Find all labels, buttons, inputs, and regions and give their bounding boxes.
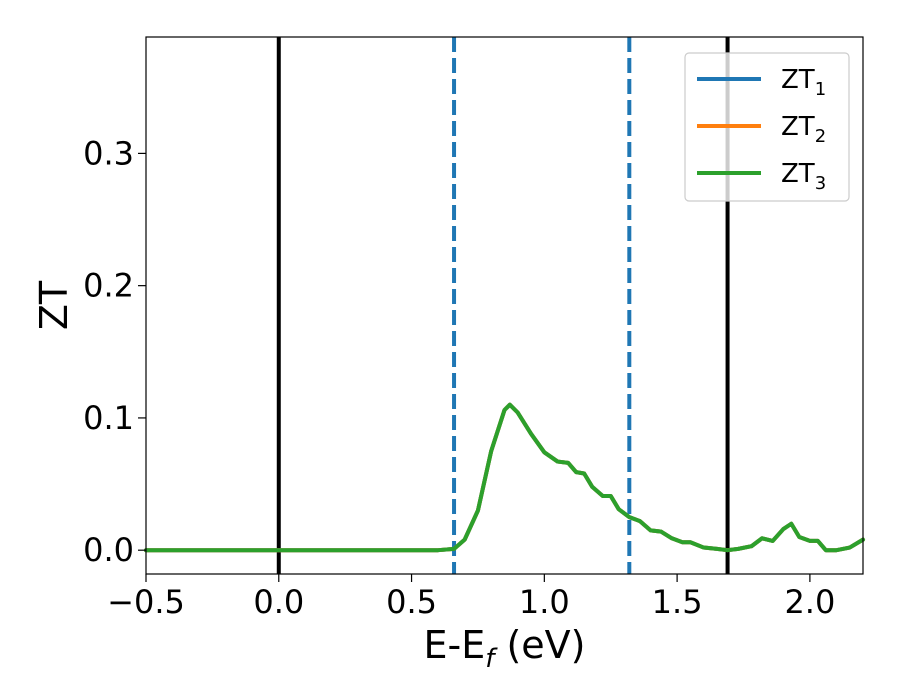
x-tick-label: 1.5 — [652, 583, 703, 621]
series-line-3 — [144, 402, 865, 553]
x-tick-label: 1.0 — [519, 583, 570, 621]
legend-box — [684, 52, 850, 202]
y-axis-ticks: 0.0 0.1 0.2 0.3 — [83, 134, 146, 569]
x-tick-label: 0.0 — [253, 583, 304, 621]
legend-label-subscript: 2 — [815, 126, 826, 147]
y-tick-label: 0.2 — [83, 267, 134, 305]
x-tick-label: 2.0 — [784, 583, 835, 621]
x-axis-title-base: E-E — [424, 623, 486, 667]
legend-label-1: ZT1 — [781, 65, 826, 100]
x-axis-title-suffix: (eV) — [494, 623, 585, 667]
legend-label-base: ZT — [781, 65, 815, 95]
legend-label-base: ZT — [781, 112, 815, 142]
legend-label-3: ZT3 — [781, 159, 826, 194]
plot-frame — [145, 36, 864, 575]
legend-label-2: ZT2 — [781, 112, 826, 147]
legend-label-base: ZT — [781, 159, 815, 189]
y-tick-label: 0.1 — [83, 399, 134, 437]
series-line-2 — [144, 402, 865, 553]
x-tick-label: 0.5 — [386, 583, 437, 621]
series-lines — [144, 402, 865, 553]
legend-label-subscript: 1 — [815, 79, 826, 100]
y-axis-title: ZT — [32, 280, 76, 330]
y-tick-label: 0.0 — [83, 531, 134, 569]
vertical-reference-lines — [276, 37, 730, 574]
x-axis-title: E-Ef (eV) — [424, 623, 586, 674]
series-line-1 — [144, 402, 865, 553]
legend-label-subscript: 3 — [815, 173, 826, 194]
y-tick-label: 0.3 — [83, 134, 134, 172]
x-tick-label: −0.5 — [107, 583, 185, 621]
x-axis-ticks: −0.5 0.0 0.5 1.0 1.5 2.0 — [107, 574, 835, 621]
